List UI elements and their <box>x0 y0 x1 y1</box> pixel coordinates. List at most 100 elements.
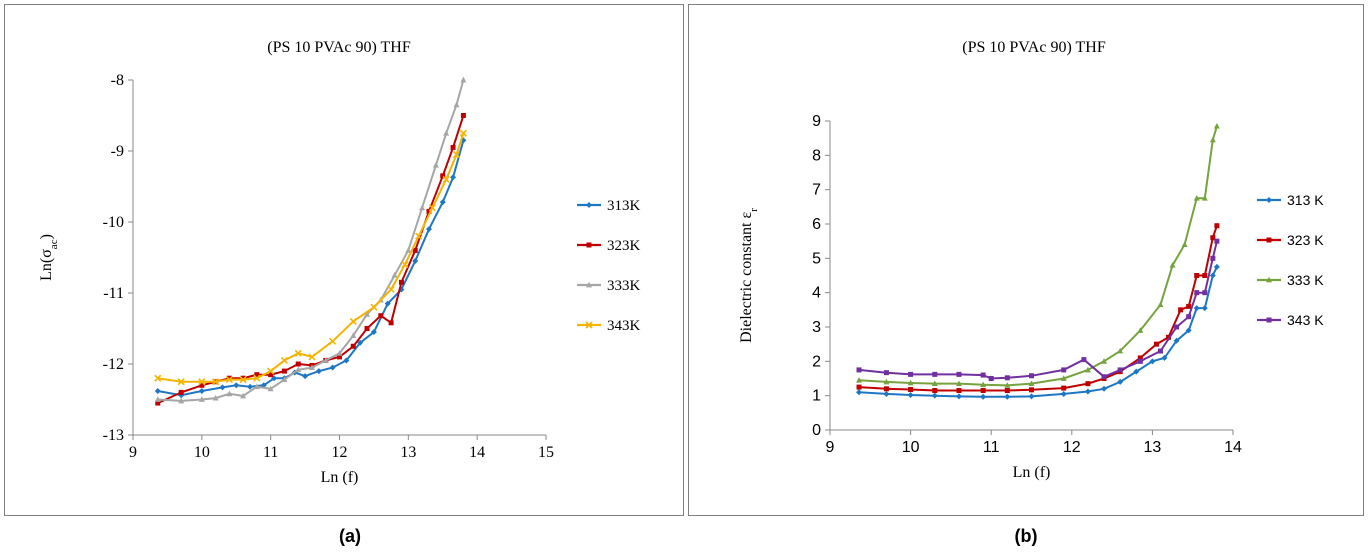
chart-b-y-axis-label: Dielectric constant εr <box>738 208 760 343</box>
chart-a-data-point <box>198 396 205 402</box>
chart-a-data-point <box>378 313 384 319</box>
chart-a-data-point <box>432 162 439 168</box>
chart-a-legend-label: 323K <box>607 238 641 254</box>
chart-a-data-point <box>336 350 343 356</box>
chart-a-svg: (PS 10 PVAc 90) THF -8 -9 -10 -11 -12 -13 9 10 11… <box>38 39 641 486</box>
chart-b-x-tick-label: 12 <box>1063 439 1081 456</box>
chart-b-data-point <box>907 391 914 398</box>
chart-b-y-tick-label: 6 <box>812 216 821 233</box>
chart-b-data-point <box>932 371 938 377</box>
chart-a-data-point <box>199 382 205 388</box>
chart-b-legend-label: 333 K <box>1287 272 1324 288</box>
chart-b-data-point <box>908 386 914 392</box>
chart-b-data-point <box>931 380 938 387</box>
chart-a-data-point <box>450 144 456 150</box>
chart-a-legend-marker <box>586 242 592 248</box>
chart-a-data-point <box>329 364 336 371</box>
chart-b-data-point <box>1133 368 1140 375</box>
chart-a-data-point <box>364 326 370 331</box>
chart-a-data-point <box>329 337 337 345</box>
chart-b-y-tick-label: 2 <box>812 353 821 370</box>
chart-a-data-point <box>295 361 301 367</box>
chart-a-data-point <box>391 272 398 278</box>
chart-b-y-tick-label: 0 <box>812 422 821 439</box>
chart-a-data-point <box>370 303 378 311</box>
chart-a-data-point <box>268 372 274 378</box>
chart-b-data-point <box>1185 327 1192 334</box>
chart-b-data-point <box>1213 122 1220 129</box>
chart-b-data-point <box>1161 354 1168 361</box>
chart-b-series-2 <box>856 223 1220 394</box>
chart-a-data-point <box>388 320 394 326</box>
chart-b-data-point <box>1060 375 1067 381</box>
chart-a-data-point <box>154 396 161 402</box>
chart-b-data-point <box>1201 305 1208 312</box>
chart-b-data-point <box>1213 263 1220 270</box>
chart-a-data-point <box>280 356 288 365</box>
chart-a-data-point <box>405 247 412 253</box>
chart-b-series-4 <box>856 238 1220 381</box>
chart-a-y-tick-label: -11 <box>103 285 124 302</box>
chart-a-legend-label: 313K <box>607 198 641 214</box>
chart-b-data-point <box>1202 290 1208 296</box>
panel-label-b: (b) <box>1014 526 1038 546</box>
chart-b-data-point <box>1194 273 1200 278</box>
chart-a-data-point <box>240 392 247 399</box>
chart-a-x-tick-label: 14 <box>469 444 485 461</box>
chart-a-x-tick-label: 10 <box>194 444 210 461</box>
chart-b-data-point <box>1201 195 1208 201</box>
chart-b-x-tick-label: 13 <box>1144 439 1162 456</box>
chart-b-data-point <box>1004 393 1011 400</box>
chart-b-data-point <box>1214 223 1220 229</box>
chart-a-series-3 <box>154 76 467 404</box>
chart-a-data-point <box>302 373 309 380</box>
chart-b-data-point <box>956 371 962 377</box>
chart-b-data-point <box>1209 272 1216 279</box>
chart-b-data-point <box>1174 324 1180 330</box>
chart-a-y-tick-label: -12 <box>103 356 124 373</box>
chart-b-data-point <box>1153 341 1159 347</box>
chart-a-y-tick-label: -8 <box>111 72 124 89</box>
chart-a-data-point <box>308 364 315 370</box>
chart-a-data-point <box>212 378 220 386</box>
chart-a-data-point <box>308 353 316 361</box>
chart-a-data-point <box>349 317 357 325</box>
chart-a-data-point <box>253 383 260 390</box>
chart-b-data-point <box>1028 393 1035 400</box>
chart-b-data-point <box>1173 337 1180 344</box>
chart-b-data-point <box>1157 301 1164 308</box>
chart-b-data-point <box>1101 358 1108 364</box>
chart-a-data-point <box>155 400 161 406</box>
chart-b-data-point <box>1061 385 1067 391</box>
chart-a-data-point <box>460 113 466 118</box>
chart-a-legend-label: 333K <box>607 278 641 294</box>
chart-b-series-line <box>858 125 1218 387</box>
chart-b-data-point <box>1137 355 1143 361</box>
chart-b-data-point <box>1028 380 1035 387</box>
chart-b-x-tick-label: 9 <box>826 439 835 456</box>
chart-a-data-point <box>350 343 356 349</box>
chart-b-data-point <box>980 381 987 388</box>
chart-a-data-point <box>225 376 233 384</box>
chart-a-data-point <box>398 279 404 285</box>
chart-a-data-point <box>337 354 342 360</box>
chart-a-data-point <box>254 372 260 378</box>
chart-b-data-point <box>1029 373 1034 379</box>
chart-b-data-point <box>1081 357 1087 363</box>
chart-b-legend-label: 323 K <box>1287 232 1324 248</box>
chart-a-data-point <box>294 349 302 357</box>
chart-a-y-tick-label: -10 <box>103 214 124 231</box>
chart-b-legend-marker <box>1266 276 1272 283</box>
chart-b-data-point <box>1137 327 1144 333</box>
chart-b-data-point <box>980 372 986 378</box>
chart-b-legend-label: 343 K <box>1287 312 1324 328</box>
chart-a-data-point <box>439 199 446 206</box>
chart-a-x-tick-label: 12 <box>332 444 348 461</box>
chart-b-y-tick-label: 4 <box>812 285 821 302</box>
chart-a-series-4 <box>154 129 467 386</box>
chart-a-data-point <box>233 382 240 389</box>
chart-b-data-point <box>1186 314 1192 320</box>
chart-b-y-tick-label: 1 <box>812 388 821 405</box>
chart-a-data-point <box>240 375 246 381</box>
